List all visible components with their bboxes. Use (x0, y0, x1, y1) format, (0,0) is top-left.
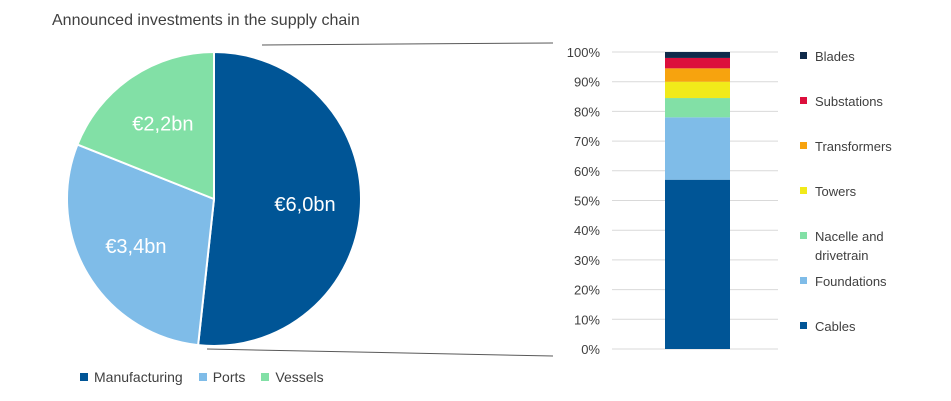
pie-data-label: €3,4bn (105, 236, 166, 258)
pie-legend: Manufacturing Ports Vessels (80, 369, 340, 385)
legend-swatch (800, 142, 807, 149)
y-tick-label: 70% (574, 134, 600, 149)
legend-label: Substations (815, 94, 883, 109)
bar-segment-transformers (665, 68, 730, 82)
pie-legend-item: Ports (198, 369, 246, 385)
y-tick-label: 100% (567, 45, 601, 60)
y-tick-label: 10% (574, 312, 600, 327)
y-tick-label: 50% (574, 194, 600, 209)
legend-swatch (198, 373, 207, 381)
legend-label: Ports (212, 369, 246, 385)
bar-legend-item: Blades (800, 47, 940, 66)
legend-label: Blades (815, 49, 855, 64)
y-tick-label: 40% (574, 223, 600, 238)
connector-line-bottom (206, 348, 554, 357)
bar-segment-towers (665, 81, 730, 99)
legend-label: Towers (815, 184, 857, 199)
pie-slice-manufacturing (197, 50, 362, 347)
y-tick-label: 30% (574, 253, 600, 268)
legend-label: Transformers (815, 139, 892, 154)
legend-swatch (261, 373, 270, 381)
pie-data-label: €6,0bn (274, 194, 335, 216)
stacked-bar-chart: 0% 10% 20% 30% 40% 50% 60% 70% 80% 90% 100% (567, 45, 778, 357)
legend-label: Foundations (815, 274, 887, 289)
bar-segment-cables (665, 179, 730, 349)
legend-swatch (800, 322, 807, 329)
pie-slice-ports (66, 143, 216, 347)
pie-legend-item: Manufacturing (80, 369, 183, 385)
pie-legend-item: Vessels (261, 369, 324, 385)
legend-swatch (800, 97, 807, 104)
bar-segment-blades (665, 52, 730, 58)
legend-swatch (800, 232, 807, 239)
legend-label: Manufacturing (94, 369, 183, 385)
bar-legend-item: Substations (800, 92, 940, 111)
y-tick-label: 0% (581, 342, 600, 357)
legend-swatch (80, 373, 88, 381)
bar-segment-nacelle-and-drivetrain (665, 98, 730, 118)
chart-title: Announced investments in the supply chai… (52, 12, 360, 29)
y-tick-label: 60% (574, 164, 600, 179)
pie-chart: €6,0bn €3,4bn €2,2bn (66, 50, 362, 347)
legend-label: Cables (815, 319, 856, 334)
bar-legend-item: Transformers (800, 137, 940, 156)
legend-label: Nacelle and drivetrain (815, 229, 884, 263)
connector-line-top (261, 42, 554, 46)
pie-data-label: €2,2bn (132, 114, 193, 136)
legend-label: Vessels (275, 369, 324, 385)
y-tick-label: 20% (574, 283, 600, 298)
y-tick-label: 80% (574, 104, 600, 119)
bar-legend-item: Towers (800, 182, 940, 201)
y-tick-label: 90% (574, 75, 600, 90)
legend-swatch (800, 52, 807, 59)
bar-legend-item: Foundations (800, 272, 940, 291)
bar-legend-item: Cables (800, 317, 940, 336)
connector-lines (206, 42, 554, 357)
legend-swatch (800, 277, 807, 284)
pie-slice-vessels (76, 50, 215, 201)
bar-segment-substations (665, 57, 730, 69)
bar-segment-foundations (665, 117, 730, 180)
bar-legend-item: Nacelle and drivetrain (800, 227, 940, 265)
legend-swatch (800, 187, 807, 194)
